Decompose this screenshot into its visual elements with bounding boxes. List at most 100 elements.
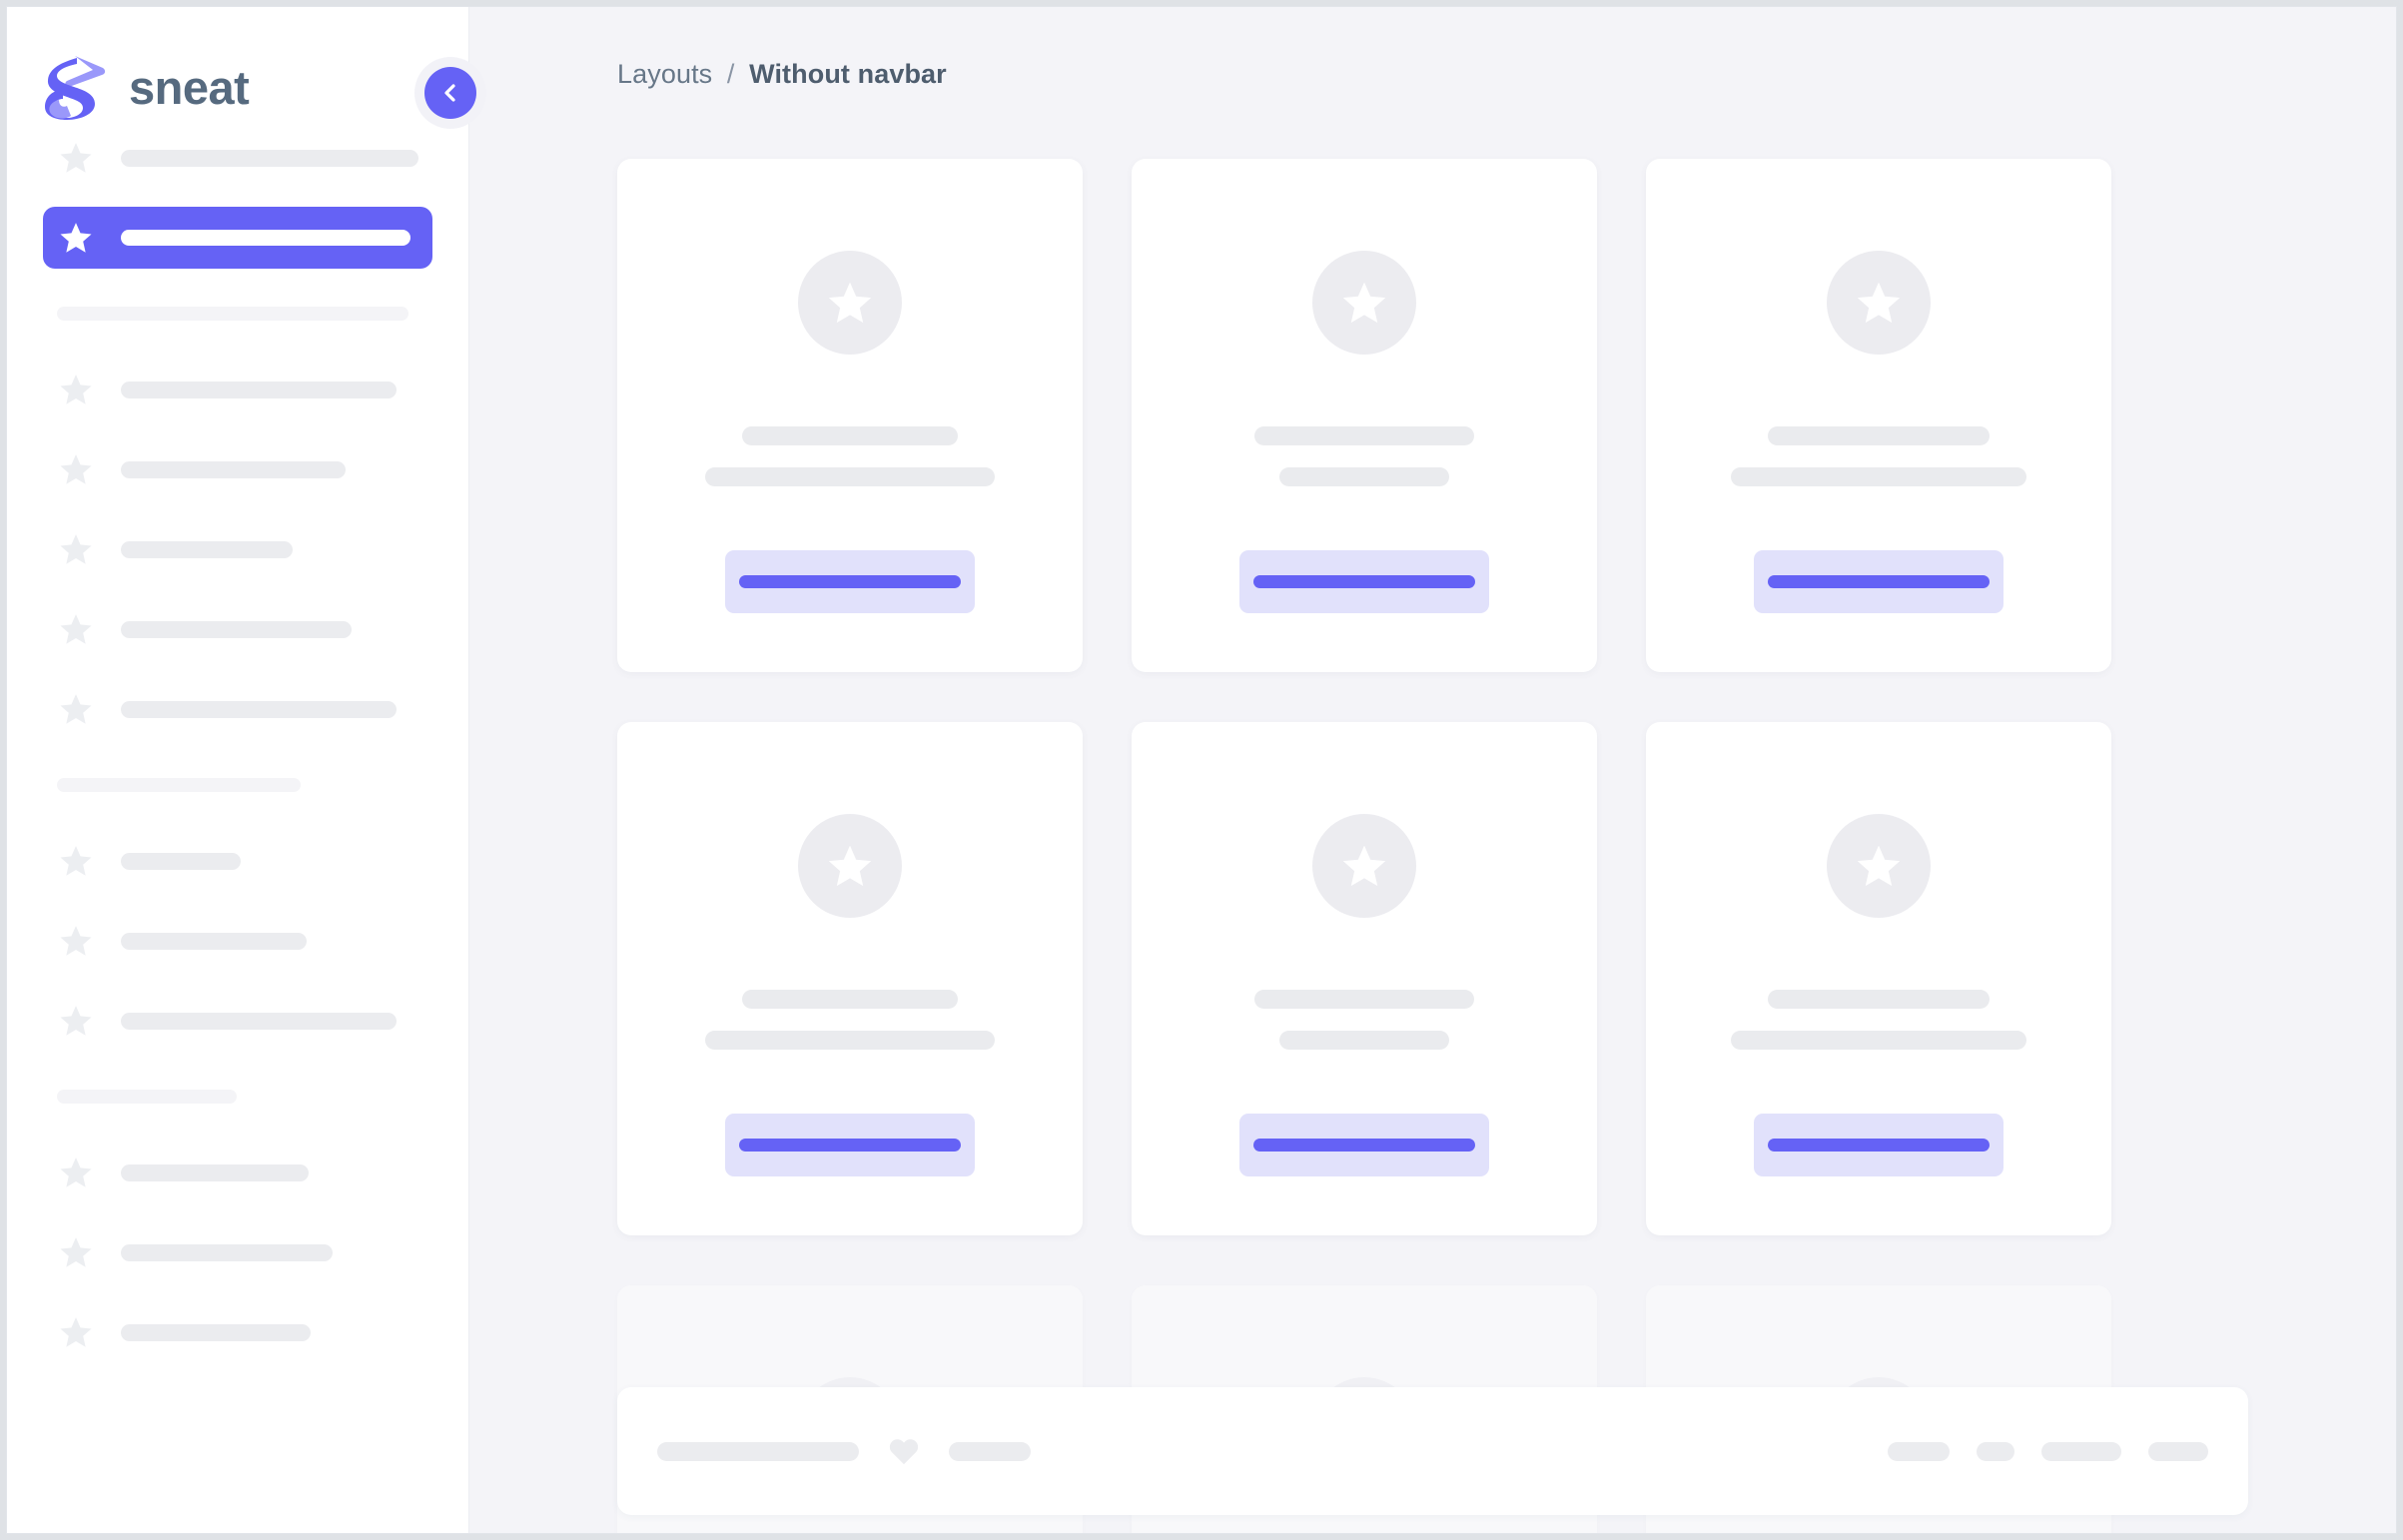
star-icon xyxy=(1853,840,1905,892)
card-action-button[interactable] xyxy=(1239,1114,1489,1176)
star-icon xyxy=(57,1313,95,1351)
content-card[interactable] xyxy=(617,159,1083,672)
sidebar-item[interactable] xyxy=(43,518,432,580)
nav-spacer xyxy=(43,792,432,830)
main-content: Layouts / Without navbar xyxy=(469,7,2396,1533)
sidebar-item-active[interactable] xyxy=(43,207,432,269)
card-avatar xyxy=(1312,814,1416,918)
card-text-placeholders xyxy=(1646,990,2111,1050)
brand-header[interactable]: sneat xyxy=(7,7,468,127)
card-text-placeholders xyxy=(1132,426,1597,486)
nav-spacer xyxy=(43,740,432,778)
chevron-left-icon xyxy=(438,81,462,105)
footer-right-group xyxy=(1888,1441,2208,1461)
card-subtitle-placeholder xyxy=(1731,1031,2026,1050)
card-title-placeholder xyxy=(742,426,958,445)
nav-spacer xyxy=(43,1203,432,1221)
star-icon xyxy=(57,842,95,880)
star-icon xyxy=(57,1154,95,1191)
content-card[interactable] xyxy=(1132,159,1597,672)
star-icon xyxy=(57,139,95,177)
sidebar-item[interactable] xyxy=(43,598,432,660)
star-icon xyxy=(57,690,95,728)
card-action-label-placeholder xyxy=(1253,1139,1475,1152)
sidebar-item-label-placeholder xyxy=(121,149,418,167)
nav-spacer xyxy=(43,580,432,598)
nav-spacer xyxy=(43,189,432,207)
footer-text-placeholder xyxy=(949,1441,1031,1461)
card-title-placeholder xyxy=(742,990,958,1009)
breadcrumb-parent[interactable]: Layouts xyxy=(617,59,713,89)
footer-text-placeholder xyxy=(2041,1441,2121,1461)
footer-bar xyxy=(617,1387,2248,1515)
sidebar-collapse-button[interactable] xyxy=(414,57,486,129)
nav-spacer xyxy=(43,500,432,518)
nav-section-divider xyxy=(57,1090,237,1104)
sidebar-item-label-placeholder xyxy=(121,932,307,950)
nav-spacer xyxy=(43,269,432,307)
sidebar-item[interactable] xyxy=(43,990,432,1052)
breadcrumb-separator: / xyxy=(726,59,735,89)
card-action-button[interactable] xyxy=(725,550,975,613)
sidebar-item[interactable] xyxy=(43,359,432,420)
sidebar-item[interactable] xyxy=(43,678,432,740)
nav-spacer xyxy=(43,1052,432,1090)
star-icon xyxy=(1338,277,1390,329)
star-icon xyxy=(57,219,95,257)
nav-spacer xyxy=(43,972,432,990)
star-icon xyxy=(1853,277,1905,329)
star-icon xyxy=(57,610,95,648)
collapse-knob xyxy=(424,67,476,119)
card-action-label-placeholder xyxy=(1768,1139,1990,1152)
nav-section-divider xyxy=(57,307,408,321)
heart-icon xyxy=(887,1434,921,1468)
content-card[interactable] xyxy=(617,722,1083,1235)
nav-spacer xyxy=(43,660,432,678)
star-icon xyxy=(57,530,95,568)
sidebar-item[interactable] xyxy=(43,127,432,189)
card-avatar xyxy=(1827,251,1931,355)
card-action-button[interactable] xyxy=(1754,1114,2003,1176)
nav-spacer xyxy=(43,1104,432,1142)
star-icon xyxy=(57,1233,95,1271)
sidebar-item[interactable] xyxy=(43,1221,432,1283)
sidebar-item-label-placeholder xyxy=(121,1012,397,1030)
sidebar-item[interactable] xyxy=(43,830,432,892)
card-action-button[interactable] xyxy=(1239,550,1489,613)
content-card[interactable] xyxy=(1132,722,1597,1235)
card-action-label-placeholder xyxy=(1768,575,1990,588)
card-subtitle-placeholder xyxy=(1279,467,1449,486)
card-avatar xyxy=(1827,814,1931,918)
card-action-button[interactable] xyxy=(725,1114,975,1176)
star-icon xyxy=(824,277,876,329)
footer-text-placeholder xyxy=(1888,1441,1950,1461)
card-subtitle-placeholder xyxy=(1279,1031,1449,1050)
nav-section-divider xyxy=(57,778,301,792)
sidebar-item-label-placeholder xyxy=(121,620,352,638)
card-action-button[interactable] xyxy=(1754,550,2003,613)
sidebar-item[interactable] xyxy=(43,1301,432,1363)
app-window: sneat Layouts / Without navbar xyxy=(6,6,2397,1534)
footer-text-placeholder xyxy=(2148,1441,2208,1461)
content-card[interactable] xyxy=(1646,159,2111,672)
sidebar: sneat xyxy=(7,7,486,1533)
star-icon xyxy=(824,840,876,892)
card-title-placeholder xyxy=(1768,426,1990,445)
content-card[interactable] xyxy=(1646,722,2111,1235)
star-icon xyxy=(57,922,95,960)
sidebar-item[interactable] xyxy=(43,910,432,972)
nav-spacer xyxy=(43,892,432,910)
breadcrumb-current: Without navbar xyxy=(749,59,947,89)
sidebar-item[interactable] xyxy=(43,1142,432,1203)
star-icon xyxy=(57,450,95,488)
sidebar-item-label-placeholder xyxy=(121,460,346,478)
star-icon xyxy=(57,1002,95,1040)
sidebar-item[interactable] xyxy=(43,438,432,500)
sidebar-item-label-placeholder xyxy=(121,1243,333,1261)
card-subtitle-placeholder xyxy=(705,467,995,486)
card-title-placeholder xyxy=(1768,990,1990,1009)
footer-text-placeholder xyxy=(1977,1441,2014,1461)
card-text-placeholders xyxy=(1132,990,1597,1050)
card-avatar xyxy=(1312,251,1416,355)
nav-spacer xyxy=(43,1283,432,1301)
